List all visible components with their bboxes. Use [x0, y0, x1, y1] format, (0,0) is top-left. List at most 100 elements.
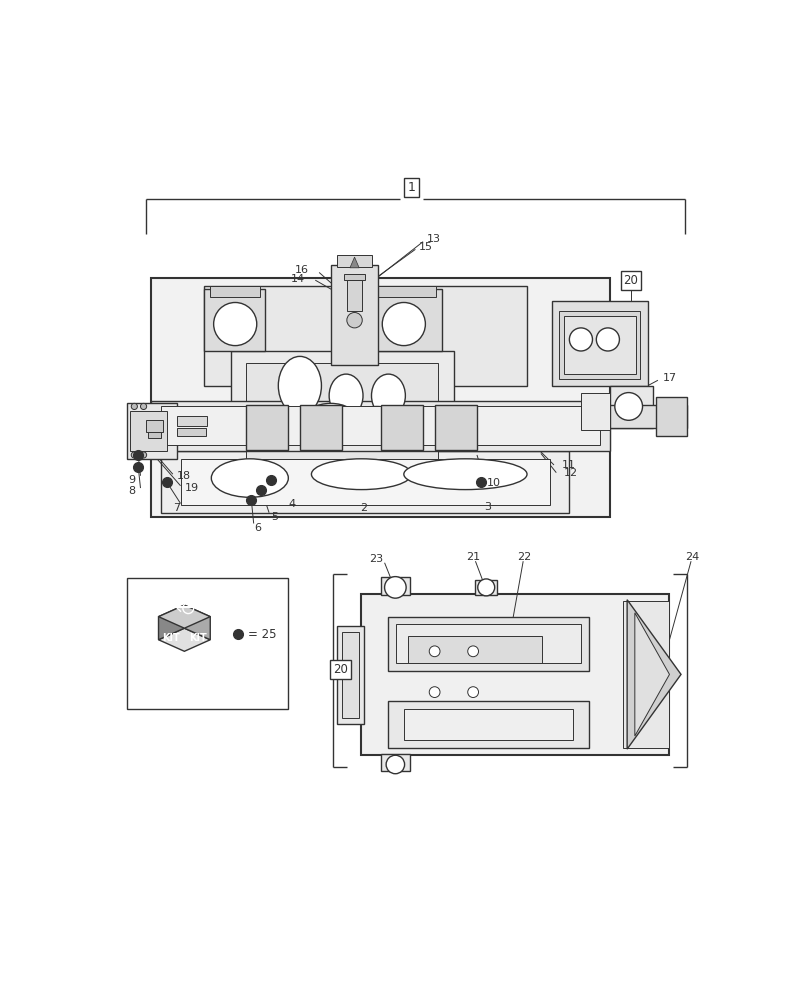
Text: 13: 13: [427, 234, 440, 244]
Bar: [330, 265, 378, 365]
Text: 23: 23: [368, 554, 383, 564]
Text: 2: 2: [359, 503, 367, 513]
Bar: [403, 709, 573, 740]
Bar: [204, 286, 526, 386]
Text: 11: 11: [561, 460, 575, 470]
Bar: [343, 274, 365, 280]
Bar: [161, 406, 599, 445]
Bar: [131, 411, 167, 451]
Text: 16: 16: [294, 265, 308, 275]
Polygon shape: [350, 257, 358, 268]
Bar: [230, 351, 453, 463]
Circle shape: [614, 393, 642, 420]
Bar: [246, 405, 288, 450]
Bar: [609, 405, 686, 428]
Circle shape: [131, 452, 137, 458]
Polygon shape: [158, 605, 210, 628]
Ellipse shape: [371, 374, 405, 417]
Circle shape: [429, 646, 440, 657]
Text: 24: 24: [684, 552, 699, 562]
Bar: [609, 386, 652, 428]
Polygon shape: [158, 628, 210, 651]
Bar: [337, 255, 371, 267]
Bar: [371, 286, 436, 297]
Text: 17: 17: [662, 373, 676, 383]
Circle shape: [467, 687, 478, 698]
Text: 7: 7: [173, 503, 180, 513]
Bar: [127, 403, 177, 459]
Text: 12: 12: [564, 468, 577, 478]
Text: 1: 1: [407, 181, 415, 194]
Bar: [365, 289, 442, 351]
Text: 20: 20: [623, 274, 637, 287]
Text: 15: 15: [418, 242, 433, 252]
Circle shape: [140, 452, 147, 458]
Ellipse shape: [311, 459, 411, 490]
Circle shape: [429, 687, 440, 698]
Text: 4: 4: [288, 499, 295, 509]
Bar: [580, 393, 609, 430]
Circle shape: [382, 302, 425, 346]
Ellipse shape: [278, 356, 321, 415]
Bar: [246, 363, 438, 459]
Bar: [388, 701, 588, 748]
Bar: [346, 280, 362, 311]
Text: 9: 9: [129, 475, 135, 485]
Bar: [151, 401, 609, 451]
Bar: [204, 289, 265, 351]
Text: 8: 8: [129, 486, 135, 496]
Bar: [551, 301, 647, 386]
Circle shape: [569, 328, 592, 351]
Bar: [146, 420, 163, 432]
Ellipse shape: [303, 403, 357, 437]
Bar: [407, 636, 542, 663]
Bar: [396, 624, 580, 663]
Ellipse shape: [211, 459, 288, 497]
Ellipse shape: [328, 374, 363, 417]
Polygon shape: [158, 605, 184, 640]
Text: = 25: = 25: [248, 628, 277, 641]
Bar: [388, 617, 588, 671]
Bar: [209, 286, 260, 297]
Circle shape: [213, 302, 256, 346]
Circle shape: [477, 579, 494, 596]
Circle shape: [386, 755, 404, 774]
Text: KIT: KIT: [189, 633, 207, 643]
Bar: [623, 601, 668, 748]
Bar: [180, 459, 550, 505]
Bar: [475, 580, 496, 595]
Bar: [337, 626, 363, 724]
Text: 10: 10: [487, 478, 500, 488]
Bar: [564, 316, 635, 374]
Text: KIT: KIT: [161, 633, 179, 643]
Text: 20: 20: [333, 663, 348, 676]
Text: 14: 14: [290, 274, 304, 284]
Bar: [177, 428, 206, 436]
Ellipse shape: [354, 406, 400, 434]
Text: 18: 18: [177, 471, 191, 481]
Text: 19: 19: [184, 483, 198, 493]
Circle shape: [384, 577, 406, 598]
Polygon shape: [184, 605, 210, 640]
Polygon shape: [634, 613, 668, 736]
Bar: [559, 311, 639, 379]
Ellipse shape: [403, 459, 526, 490]
Bar: [177, 416, 208, 426]
Text: 3: 3: [484, 502, 491, 512]
Bar: [151, 278, 609, 517]
Circle shape: [131, 403, 137, 410]
Bar: [380, 405, 423, 450]
Bar: [299, 405, 341, 450]
Text: 22: 22: [517, 552, 531, 562]
Bar: [148, 432, 161, 438]
Circle shape: [346, 312, 362, 328]
Text: 21: 21: [466, 552, 479, 562]
Text: 6: 6: [254, 523, 261, 533]
Bar: [655, 397, 686, 436]
Bar: [361, 594, 668, 755]
Bar: [127, 578, 288, 709]
Text: 5: 5: [271, 512, 278, 522]
Circle shape: [140, 403, 147, 410]
Bar: [434, 405, 476, 450]
Bar: [341, 632, 358, 718]
